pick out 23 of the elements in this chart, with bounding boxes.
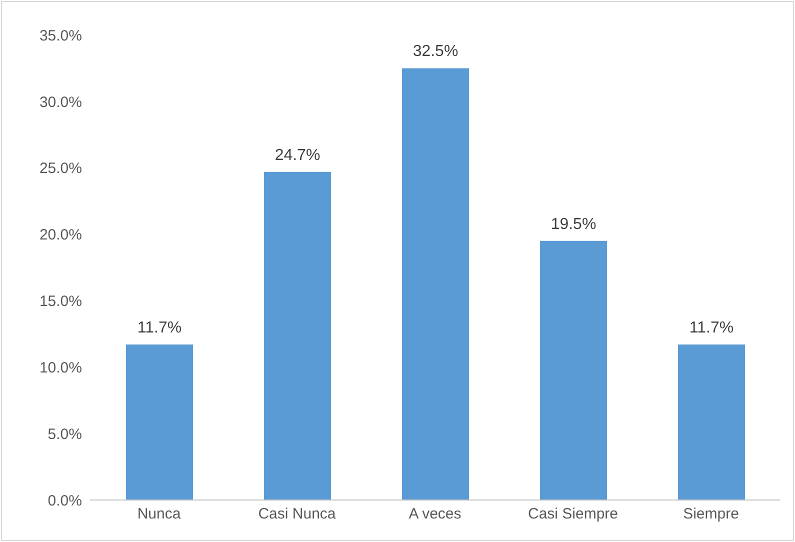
data-label: 11.7% [137, 320, 182, 337]
data-label: 24.7% [274, 146, 320, 164]
bar [678, 344, 745, 500]
y-tick-label: 25.0% [39, 160, 82, 178]
data-label: 11.7% [689, 320, 734, 337]
y-tick-label: 5.0% [48, 426, 82, 443]
bar [402, 68, 469, 500]
y-tick-label: 35.0% [39, 27, 82, 44]
x-tick-label: Nunca [137, 506, 182, 523]
data-label: 32.5% [412, 43, 458, 60]
bar [264, 172, 331, 500]
data-label: 19.5% [550, 216, 596, 233]
bar [540, 240, 607, 500]
x-tick-label: A veces [408, 506, 462, 523]
x-tick-label: Siempre [683, 506, 739, 523]
x-tick-label: Casi Nunca [258, 506, 336, 523]
y-tick-label: 10.0% [39, 359, 82, 376]
x-tick-label: Casi Siempre [528, 506, 618, 523]
bar [126, 344, 193, 500]
y-tick-label: 30.0% [39, 94, 82, 111]
y-tick-label: 0.0% [48, 492, 82, 510]
y-tick-label: 15.0% [39, 293, 82, 310]
y-tick-label: 20.0% [39, 226, 82, 244]
